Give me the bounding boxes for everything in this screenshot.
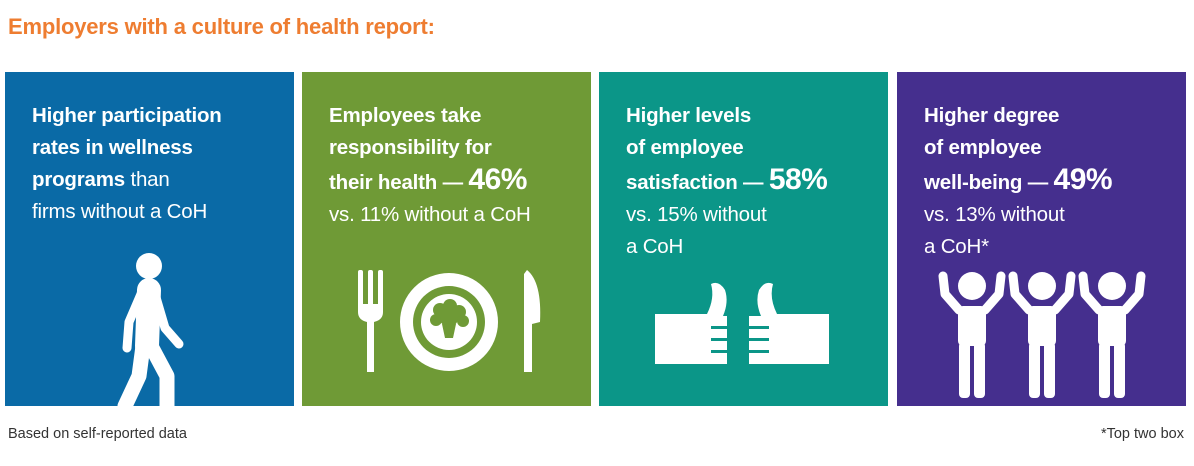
- card-wellbeing-text: Higher degree of employee well-being — 4…: [924, 100, 1178, 263]
- card-line: well-being —: [924, 171, 1054, 194]
- walking-person-icon: [117, 253, 184, 406]
- card-line: responsibility for: [329, 136, 492, 159]
- card-line: of employee: [924, 136, 1042, 159]
- card-line: a CoH: [626, 235, 684, 258]
- stat-value: 49%: [1053, 163, 1113, 196]
- card-line: satisfaction —: [626, 171, 769, 194]
- card-wellbeing: Higher degree of employee well-being — 4…: [897, 72, 1186, 406]
- card-participation-text: Higher participation rates in wellness p…: [32, 100, 286, 228]
- card-line: Employees take: [329, 104, 482, 127]
- card-line: programs: [32, 168, 125, 191]
- card-line: than: [124, 168, 170, 191]
- card-line: firms without a CoH: [32, 200, 208, 223]
- card-responsibility-text: Employees take responsibility for their …: [329, 100, 583, 231]
- card-line: rates in wellness: [32, 136, 193, 159]
- card-satisfaction-text: Higher levels of employee satisfaction —…: [626, 100, 880, 263]
- card-line: a CoH*: [924, 235, 989, 258]
- card-line: of employee: [626, 136, 744, 159]
- card-participation: Higher participation rates in wellness p…: [5, 72, 294, 406]
- card-line: vs. 11% without a CoH: [329, 203, 531, 226]
- card-responsibility: Employees take responsibility for their …: [302, 72, 591, 406]
- stat-value: 58%: [768, 163, 828, 196]
- card-line: vs. 13% without: [924, 203, 1065, 226]
- card-line: Higher degree: [924, 104, 1060, 127]
- fork-plate-knife-icon: [358, 270, 541, 372]
- card-line: Higher levels: [626, 104, 752, 127]
- stat-value: 46%: [468, 163, 527, 196]
- card-satisfaction: Higher levels of employee satisfaction —…: [599, 72, 888, 406]
- cheering-people-icon: [938, 270, 1147, 400]
- thumbs-up-icon: [655, 282, 829, 364]
- card-line: Higher participation: [32, 104, 222, 127]
- card-line: vs. 15% without: [626, 203, 767, 226]
- card-line: their health —: [329, 171, 469, 194]
- footer-note-right: *Top two box: [1100, 426, 1184, 442]
- footer-note-left: Based on self-reported data: [8, 426, 187, 442]
- page-title: Employers with a culture of health repor…: [8, 14, 435, 39]
